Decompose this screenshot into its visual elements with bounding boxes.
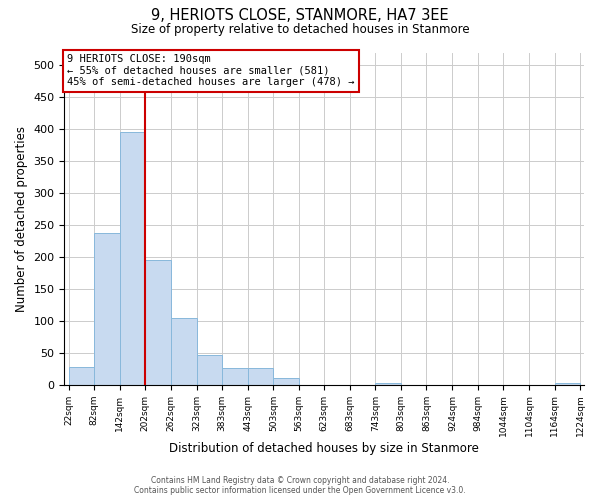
Text: 9, HERIOTS CLOSE, STANMORE, HA7 3EE: 9, HERIOTS CLOSE, STANMORE, HA7 3EE: [151, 8, 449, 22]
Bar: [145, 260, 171, 384]
Bar: [376, 383, 401, 384]
Bar: [94, 234, 120, 384]
Text: 9 HERIOTS CLOSE: 190sqm
← 55% of detached houses are smaller (581)
45% of semi-d: 9 HERIOTS CLOSE: 190sqm ← 55% of detache…: [67, 54, 355, 88]
Bar: [554, 383, 580, 384]
Bar: [197, 354, 222, 384]
Bar: [120, 132, 145, 384]
Text: Size of property relative to detached houses in Stanmore: Size of property relative to detached ho…: [131, 22, 469, 36]
Bar: [68, 367, 94, 384]
Bar: [273, 378, 299, 384]
Bar: [248, 368, 273, 384]
Bar: [222, 368, 248, 384]
X-axis label: Distribution of detached houses by size in Stanmore: Distribution of detached houses by size …: [169, 442, 479, 455]
Bar: [171, 318, 197, 384]
Text: Contains HM Land Registry data © Crown copyright and database right 2024.
Contai: Contains HM Land Registry data © Crown c…: [134, 476, 466, 495]
Y-axis label: Number of detached properties: Number of detached properties: [15, 126, 28, 312]
